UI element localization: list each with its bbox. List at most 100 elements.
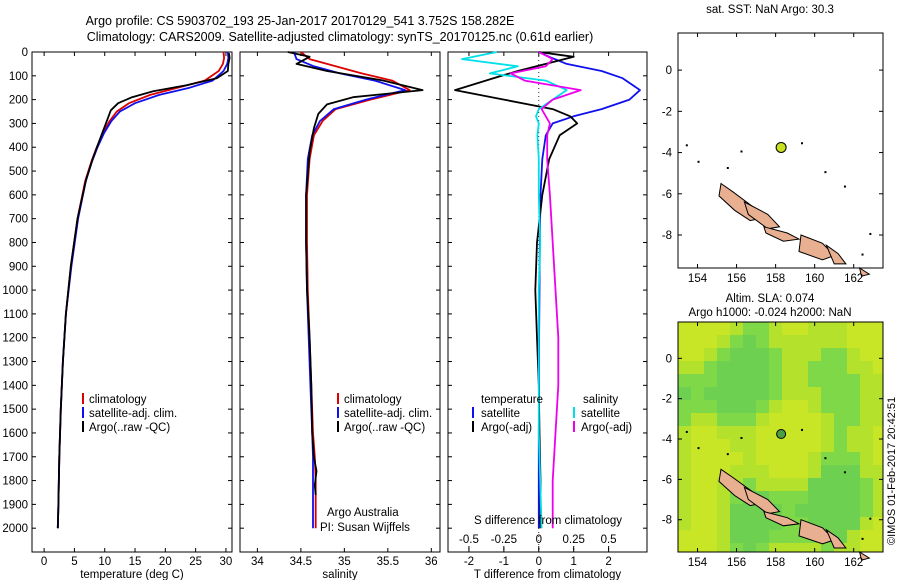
header-line-2: Climatology: CARS2009. Satellite-adjuste… [87, 30, 594, 44]
sla-cell [873, 478, 883, 491]
y-tick-label: -6 [662, 189, 672, 201]
island [798, 234, 836, 261]
sla-cell [678, 543, 691, 552]
atoll [843, 185, 846, 188]
x-tick-label: 160 [805, 273, 824, 285]
x-tick-label: -2 [464, 556, 474, 568]
sla-cell [834, 387, 847, 400]
sla-cell [821, 387, 834, 400]
y-tick-label: 2000 [2, 523, 28, 535]
sla-cell [808, 348, 821, 361]
sla-cell [743, 426, 756, 439]
sla-cell [717, 335, 730, 348]
y-tick-label: 200 [9, 95, 28, 107]
sla-cell [821, 452, 834, 465]
sla-cell [717, 426, 730, 439]
sla-cell [691, 452, 704, 465]
sla-cell [678, 348, 691, 361]
y-tick-label: 800 [9, 237, 28, 249]
sla-cell [704, 387, 717, 400]
sla-cell [821, 517, 834, 530]
island [763, 226, 801, 242]
legend-climatology-label: climatology [344, 394, 402, 406]
sla-cell [691, 335, 704, 348]
y-tick-label: 600 [9, 190, 28, 202]
sla-cell [834, 504, 847, 517]
plot-frame [447, 51, 648, 553]
legend-s-argo-swatch [573, 421, 575, 432]
sla-cell [717, 504, 730, 517]
sla-cell [730, 504, 743, 517]
sla-cell [769, 465, 782, 478]
sla-cell [756, 517, 769, 530]
sla-cell [717, 361, 730, 374]
sla-cell [782, 400, 795, 413]
x-tick-label: 0 [536, 556, 542, 568]
sla-cell [860, 374, 873, 387]
sla-cell [860, 387, 873, 400]
sla-cell [873, 543, 883, 552]
legend-t-satellite-swatch [472, 407, 474, 418]
sla-cell [704, 530, 717, 543]
atoll [726, 166, 729, 169]
sla-cell [769, 361, 782, 374]
sla-cell [678, 413, 691, 426]
legend-argo-swatch [337, 421, 339, 432]
sla-cell [730, 335, 743, 348]
series-line-satellite [461, 51, 568, 529]
sla-cell [756, 530, 769, 543]
sla-cell [834, 452, 847, 465]
sla-cell [743, 452, 756, 465]
atoll [740, 437, 743, 439]
s-tick-label: -0.5 [459, 534, 479, 546]
sla-cell [756, 426, 769, 439]
legend-s-satellite-swatch [573, 407, 575, 418]
sla-cell [782, 504, 795, 517]
sla-cell [847, 452, 860, 465]
sla-cell [704, 517, 717, 530]
y-tick-label: 1700 [2, 452, 28, 464]
sla-cell [769, 387, 782, 400]
sla-cell [743, 348, 756, 361]
sla-cell [873, 361, 883, 374]
sla-cell [717, 517, 730, 530]
sla-cell [769, 400, 782, 413]
sla-cell [756, 465, 769, 478]
salinity-annotation-2: PI: Susan Wijffels [320, 522, 410, 534]
atoll [869, 517, 872, 520]
sla-cell [860, 543, 873, 552]
x-tick-label: 35.5 [377, 556, 399, 568]
sla-cell [808, 465, 821, 478]
sla-cell [717, 452, 730, 465]
island [798, 519, 836, 545]
sla-cell [730, 543, 743, 552]
y-tick-label: 0 [666, 65, 672, 77]
sla-cell [730, 322, 743, 335]
x-tick-label: 154 [688, 273, 708, 285]
sla-cell [730, 426, 743, 439]
sla-cell [769, 530, 782, 543]
sla-cell [821, 413, 834, 426]
legend-satellite-label: satellite-adj. clim. [89, 408, 177, 420]
sla-cell [821, 322, 834, 335]
sla-cell [730, 530, 743, 543]
salinity-legend: climatology satellite-adj. clim. Argo(..… [320, 393, 432, 534]
sla-cell [717, 491, 730, 504]
sla-cell [717, 374, 730, 387]
island [763, 510, 801, 527]
x-axis-label: temperature (deg C) [80, 569, 184, 580]
sla-cell [873, 517, 883, 530]
salinity-annotation-1: Argo Australia [327, 507, 399, 519]
sla-cell [795, 335, 808, 348]
atoll [726, 453, 729, 456]
sla-cell [691, 439, 704, 452]
sla-cell [860, 322, 873, 335]
difference-panel: -2 -1 0 1 2T difference from climatology -0.5… [447, 51, 648, 580]
sla-cell [795, 439, 808, 452]
legend-satellite-swatch [82, 407, 84, 418]
atoll [869, 232, 872, 235]
argo-position-marker [775, 141, 787, 153]
x-tick-label: 156 [727, 557, 746, 569]
atoll [685, 144, 688, 147]
series-line-argo-raw-qc- [56, 53, 231, 529]
